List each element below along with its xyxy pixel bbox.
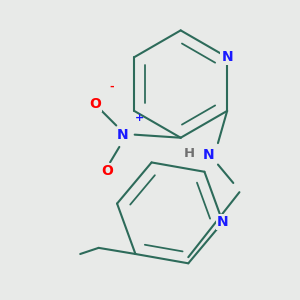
Text: O: O [89,97,101,111]
Text: O: O [101,164,113,178]
Text: N: N [217,215,229,229]
Text: N: N [117,128,128,142]
Text: N: N [221,50,233,64]
Text: H: H [183,147,194,160]
Text: N: N [203,148,214,162]
Text: -: - [109,82,114,92]
Text: +: + [135,113,144,123]
